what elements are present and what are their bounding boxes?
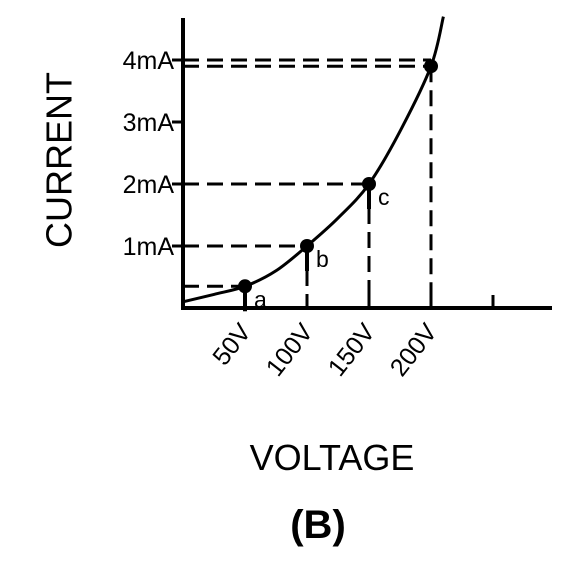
x-tick-label: 150V [323,318,381,382]
y-axis-title: CURRENT [39,72,80,248]
y-ticks: 1mA 2mA 3mA 4mA [123,47,183,261]
y-tick-label: 4mA [123,47,175,75]
data-point [424,59,438,74]
x-tick-label: 200V [385,318,443,382]
y-tick-label: 1mA [123,233,175,261]
y-tick-label: 3mA [123,109,175,137]
x-tick-label: 100V [261,318,319,382]
iv-curve [182,16,445,304]
point-label-b: b [316,246,329,272]
data-points: a b c [238,59,438,312]
axes [181,18,552,310]
y-tick-label: 2mA [123,171,175,199]
x-tick-label: 50V [207,318,257,371]
x-axis-title: VOLTAGE [250,437,415,478]
dashed-guides [183,58,433,308]
point-label-c: c [378,184,390,210]
figure-caption: (B) [290,503,346,547]
point-label-a: a [254,286,267,312]
